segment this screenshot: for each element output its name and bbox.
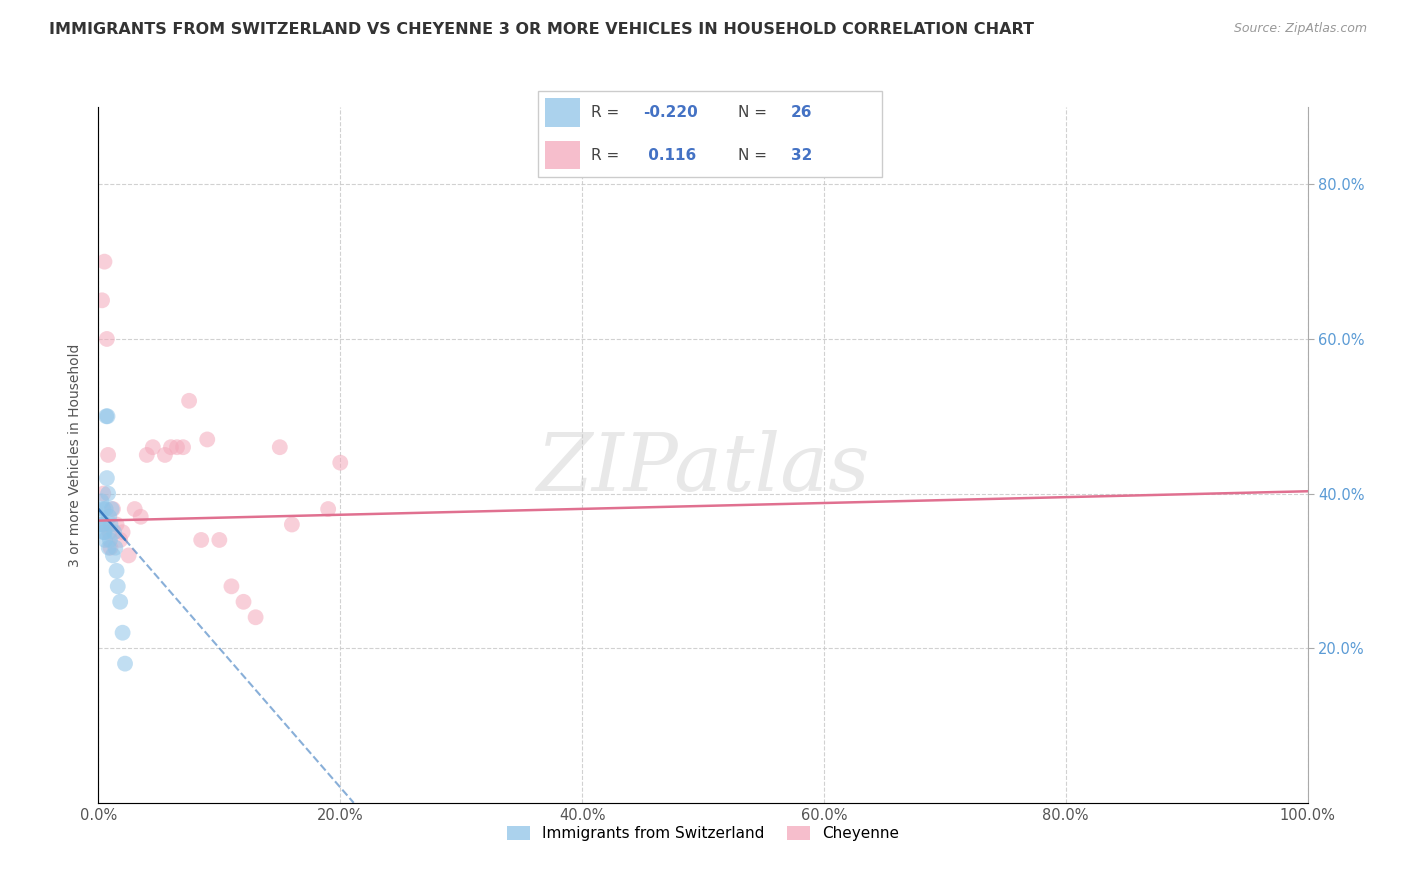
Point bbox=[195, 433, 218, 447]
Bar bbox=[544, 141, 579, 169]
Text: -0.220: -0.220 bbox=[644, 105, 697, 120]
Point bbox=[142, 440, 165, 454]
Point bbox=[98, 525, 121, 540]
Point bbox=[129, 509, 152, 524]
Text: IMMIGRANTS FROM SWITZERLAND VS CHEYENNE 3 OR MORE VEHICLES IN HOUSEHOLD CORRELAT: IMMIGRANTS FROM SWITZERLAND VS CHEYENNE … bbox=[49, 22, 1035, 37]
Point bbox=[107, 579, 129, 593]
Y-axis label: 3 or more Vehicles in Household: 3 or more Vehicles in Household bbox=[69, 343, 83, 566]
Point bbox=[111, 525, 134, 540]
Point bbox=[91, 502, 114, 516]
Point bbox=[105, 517, 128, 532]
Point bbox=[269, 440, 291, 454]
Point bbox=[94, 517, 117, 532]
Point bbox=[124, 502, 146, 516]
Point bbox=[91, 517, 114, 532]
Text: R =: R = bbox=[591, 105, 624, 120]
Text: N =: N = bbox=[738, 148, 772, 162]
Point bbox=[96, 332, 118, 346]
Point bbox=[96, 471, 118, 485]
Point bbox=[94, 533, 117, 547]
Point bbox=[316, 502, 339, 516]
Point bbox=[93, 525, 115, 540]
Point bbox=[93, 254, 115, 268]
Legend: Immigrants from Switzerland, Cheyenne: Immigrants from Switzerland, Cheyenne bbox=[501, 820, 905, 847]
Text: N =: N = bbox=[738, 105, 772, 120]
Text: Source: ZipAtlas.com: Source: ZipAtlas.com bbox=[1233, 22, 1367, 36]
Text: R =: R = bbox=[591, 148, 624, 162]
Point bbox=[118, 549, 141, 563]
Point bbox=[91, 486, 114, 500]
Point bbox=[96, 409, 118, 424]
Point bbox=[208, 533, 231, 547]
Bar bbox=[544, 98, 579, 127]
Text: 0.116: 0.116 bbox=[644, 148, 696, 162]
Point bbox=[108, 595, 131, 609]
Text: 32: 32 bbox=[790, 148, 813, 162]
Point bbox=[100, 541, 122, 555]
Point bbox=[179, 393, 201, 408]
Point bbox=[190, 533, 212, 547]
Point bbox=[111, 625, 134, 640]
Point bbox=[94, 502, 117, 516]
Point bbox=[160, 440, 183, 454]
Text: 26: 26 bbox=[790, 105, 813, 120]
Point bbox=[101, 502, 124, 516]
Point bbox=[97, 541, 120, 555]
Point bbox=[166, 440, 188, 454]
Point bbox=[104, 541, 127, 555]
Point bbox=[245, 610, 267, 624]
Point bbox=[103, 525, 125, 540]
Point bbox=[98, 533, 121, 547]
Point bbox=[329, 456, 352, 470]
Point bbox=[108, 533, 131, 547]
Point bbox=[97, 486, 120, 500]
Point bbox=[135, 448, 157, 462]
Point bbox=[96, 409, 118, 424]
FancyBboxPatch shape bbox=[537, 91, 883, 177]
Point bbox=[90, 509, 112, 524]
Point bbox=[221, 579, 243, 593]
Point bbox=[100, 517, 122, 532]
Point bbox=[281, 517, 304, 532]
Point bbox=[91, 293, 114, 308]
Point bbox=[114, 657, 136, 671]
Point bbox=[93, 525, 115, 540]
Point bbox=[97, 448, 120, 462]
Text: ZIPatlas: ZIPatlas bbox=[536, 430, 870, 508]
Point bbox=[153, 448, 176, 462]
Point bbox=[98, 509, 121, 524]
Point bbox=[91, 517, 114, 532]
Point bbox=[90, 494, 112, 508]
Point bbox=[232, 595, 254, 609]
Point bbox=[105, 564, 128, 578]
Point bbox=[100, 502, 122, 516]
Point bbox=[172, 440, 194, 454]
Point bbox=[101, 549, 124, 563]
